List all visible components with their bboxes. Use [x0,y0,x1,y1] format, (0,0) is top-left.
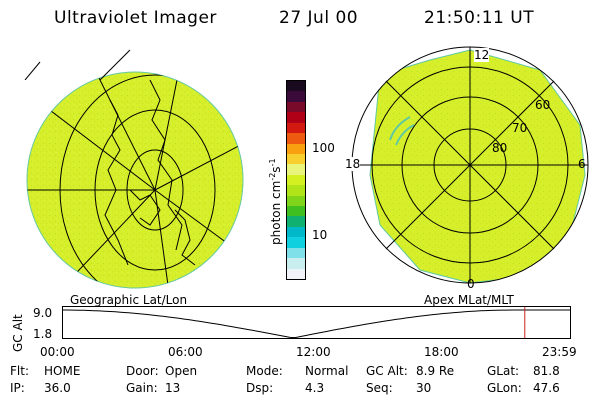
info-value: 47.6 [533,381,560,395]
colorbar-swatch [287,91,305,102]
info-label: GLon: [487,381,522,395]
timeline-xtick: 23:59 [542,345,577,359]
geographic-image [26,71,244,289]
colorbar [286,80,306,280]
info-value: Normal [305,364,349,378]
mlt-label-0: 0 [467,277,475,291]
info-label: Mode: [246,364,283,378]
info-value: 4.3 [305,381,325,395]
colorbar-swatch [287,122,305,134]
colorbar-swatch [287,174,305,186]
timeline-xtick: 12:00 [296,345,331,359]
info-label: Door: [126,364,159,378]
colorbar-swatch [287,185,305,196]
colorbar-swatch [287,143,305,154]
timeline-ylabel: GC Alt [11,314,25,352]
timeline-xtick: 18:00 [424,345,459,359]
timeline-xtick: 00:00 [40,345,75,359]
info-value: HOME [44,364,81,378]
colorbar-swatch [287,153,305,165]
info-label: Flt: [10,364,29,378]
info-label: GLat: [487,364,520,378]
altitude-curve [62,309,571,339]
timeline-ytick-high: 9.0 [33,306,53,320]
colorbar-swatch [287,258,305,269]
apex-panel-title: Apex MLat/MLT [424,293,514,307]
info-label: Gain: [126,381,158,395]
mlt-label-12: 12 [474,48,490,62]
timeline-xtick: 06:00 [168,345,203,359]
timeline-ytick-low: 1.8 [33,327,53,341]
info-label: GC Alt: [366,364,408,378]
colorbar-swatch [287,101,305,113]
colorbar-swatch [287,216,305,227]
mlat-label-70: 70 [512,121,528,135]
info-label: Dsp: [246,381,274,395]
colorbar-swatch [287,237,305,248]
mlat-label-60: 60 [535,98,551,112]
mlt-label-18: 18 [345,157,361,171]
magnetic-image [351,46,589,284]
mlt-label-6: 6 [578,157,586,171]
mlat-label-80: 80 [492,141,508,155]
info-value: 81.8 [533,364,560,378]
altitude-timeline [62,306,571,339]
info-value: 30 [416,381,432,395]
info-value: Open [165,364,198,378]
time-label: 21:50:11 UT [424,8,535,28]
left-corner-lines [24,49,131,80]
info-value: 13 [165,381,181,395]
info-label: IP: [10,381,25,395]
info-label: Seq: [366,381,393,395]
date-label: 27 Jul 00 [279,8,359,28]
colorbar-swatch [287,247,305,259]
geographic-panel-title: Geographic Lat/Lon [70,293,188,307]
colorbar-tick-100: 100 [312,141,335,155]
instrument-title: Ultraviolet Imager [54,8,217,28]
colorbar-label: photon cm-2s-1 [268,158,283,245]
colorbar-swatch [287,206,305,217]
colorbar-tick-10: 10 [312,228,328,242]
colorbar-swatch [287,226,305,238]
colorbar-swatch [287,164,305,175]
colorbar-swatch [287,112,305,123]
colorbar-swatch [287,133,305,144]
info-value: 36.0 [44,381,71,395]
colorbar-swatch [287,268,305,280]
info-value: 8.9 Re [416,364,455,378]
colorbar-swatch [287,81,305,92]
colorbar-swatch [287,195,305,207]
